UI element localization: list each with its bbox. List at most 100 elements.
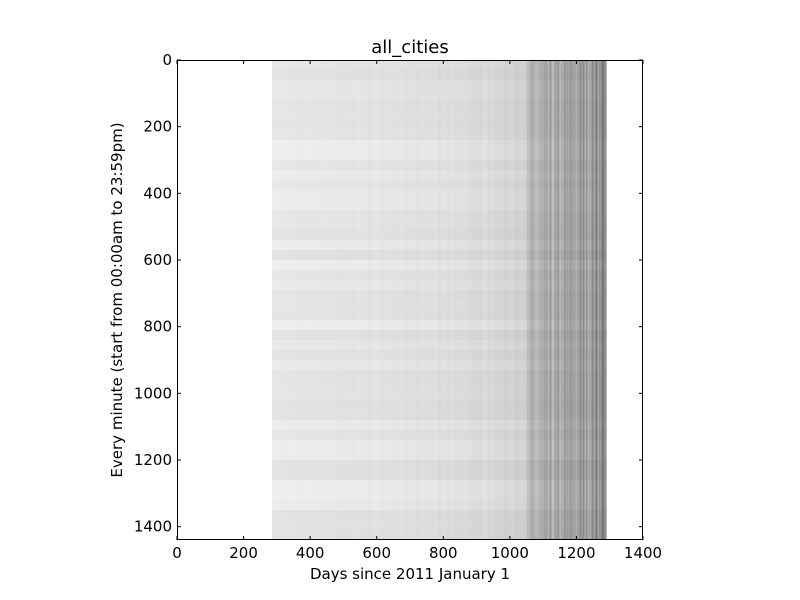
heatmap-column — [555, 60, 557, 540]
heatmap-column — [599, 60, 601, 540]
x-tick-label: 200 — [229, 544, 258, 562]
heatmap-column — [446, 60, 448, 540]
heatmap-column — [414, 60, 416, 540]
heatmap-column — [329, 60, 332, 540]
heatmap-column — [382, 60, 385, 540]
heatmap-row-band — [272, 140, 607, 150]
heatmap-column — [537, 60, 539, 540]
heatmap-column — [488, 60, 490, 540]
heatmap-column — [434, 60, 436, 540]
heatmap-column — [309, 60, 312, 540]
heatmap-column — [387, 60, 389, 540]
heatmap-column — [396, 60, 398, 540]
heatmap-column — [591, 60, 593, 540]
heatmap-column — [350, 60, 353, 540]
heatmap-column — [313, 60, 316, 540]
heatmap-column — [364, 60, 367, 540]
heatmap-column — [536, 60, 538, 540]
heatmap-column — [449, 60, 451, 540]
heatmap-column — [425, 60, 427, 540]
heatmap-column — [539, 60, 541, 540]
heatmap-column — [561, 60, 563, 540]
heatmap-column — [511, 60, 513, 540]
heatmap-column — [601, 60, 603, 540]
heatmap-column — [394, 60, 396, 540]
heatmap-row-band — [271, 510, 607, 520]
heatmap-column — [567, 60, 569, 540]
heatmap-column — [479, 60, 481, 540]
heatmap-column — [515, 60, 517, 540]
heatmap-row-band — [271, 350, 607, 360]
heatmap-column — [359, 60, 362, 540]
heatmap-column — [574, 60, 576, 540]
heatmap-column — [503, 60, 505, 540]
heatmap-column — [450, 60, 452, 540]
heatmap-column — [524, 60, 526, 540]
x-tick-label: 400 — [296, 544, 325, 562]
heatmap-column — [477, 60, 479, 540]
heatmap-column — [569, 60, 571, 540]
heatmap-column — [342, 60, 345, 540]
heatmap-column — [351, 60, 354, 540]
heatmap-column — [311, 60, 314, 540]
heatmap-row-band — [271, 230, 607, 240]
heatmap-column — [463, 60, 465, 540]
heatmap-column — [500, 60, 502, 540]
heatmap-column — [430, 60, 432, 540]
heatmap-column — [400, 60, 402, 540]
x-tick-label: 800 — [429, 544, 458, 562]
heatmap-column — [428, 60, 430, 540]
heatmap-column — [368, 60, 371, 540]
heatmap-column — [583, 60, 585, 540]
heatmap-column — [436, 60, 438, 540]
heatmap-column — [551, 60, 553, 540]
plot-frame — [177, 60, 643, 540]
heatmap-column — [317, 60, 320, 540]
heatmap-column — [381, 60, 384, 540]
heatmap-row-band — [271, 430, 607, 440]
heatmap-row-band — [271, 330, 607, 340]
heatmap-column — [377, 60, 380, 540]
heatmap-column — [557, 60, 559, 540]
heatmap-column — [550, 60, 552, 540]
heatmap-column — [379, 60, 382, 540]
heatmap-column — [363, 60, 366, 540]
heatmap-column — [516, 60, 518, 540]
heatmap-column — [456, 60, 458, 540]
heatmap-row-band — [271, 400, 607, 410]
heatmap-column — [407, 60, 409, 540]
heatmap-row-band — [271, 470, 607, 480]
heatmap-column — [365, 60, 368, 540]
heatmap-column — [605, 60, 607, 540]
heatmap-column — [440, 60, 442, 540]
heatmap-column — [395, 60, 397, 540]
heatmap-column — [600, 60, 602, 540]
heatmap-column — [521, 60, 523, 540]
heatmap-column — [325, 60, 328, 540]
heatmap-column — [419, 60, 421, 540]
chart-title: all_cities — [371, 37, 448, 58]
heatmap-column — [577, 60, 579, 540]
heatmap-column — [283, 60, 286, 540]
heatmap-column — [429, 60, 431, 540]
heatmap-column — [281, 60, 284, 540]
heatmap-column — [438, 60, 440, 540]
heatmap-column — [323, 60, 326, 540]
plot-area — [177, 60, 643, 540]
heatmap-column — [343, 60, 346, 540]
x-tick-label: 1200 — [557, 544, 595, 562]
heatmap-column — [432, 60, 434, 540]
heatmap-column — [403, 60, 405, 540]
heatmap-column — [530, 60, 532, 540]
heatmap-column — [582, 60, 584, 540]
heatmap-column — [366, 60, 369, 540]
heatmap-column — [573, 60, 575, 540]
heatmap-column — [578, 60, 580, 540]
heatmap-column — [560, 60, 562, 540]
heatmap-column — [558, 60, 560, 540]
heatmap-column — [448, 60, 450, 540]
heatmap-row-band — [271, 340, 607, 350]
heatmap-column — [447, 60, 449, 540]
heatmap-column — [424, 60, 426, 540]
